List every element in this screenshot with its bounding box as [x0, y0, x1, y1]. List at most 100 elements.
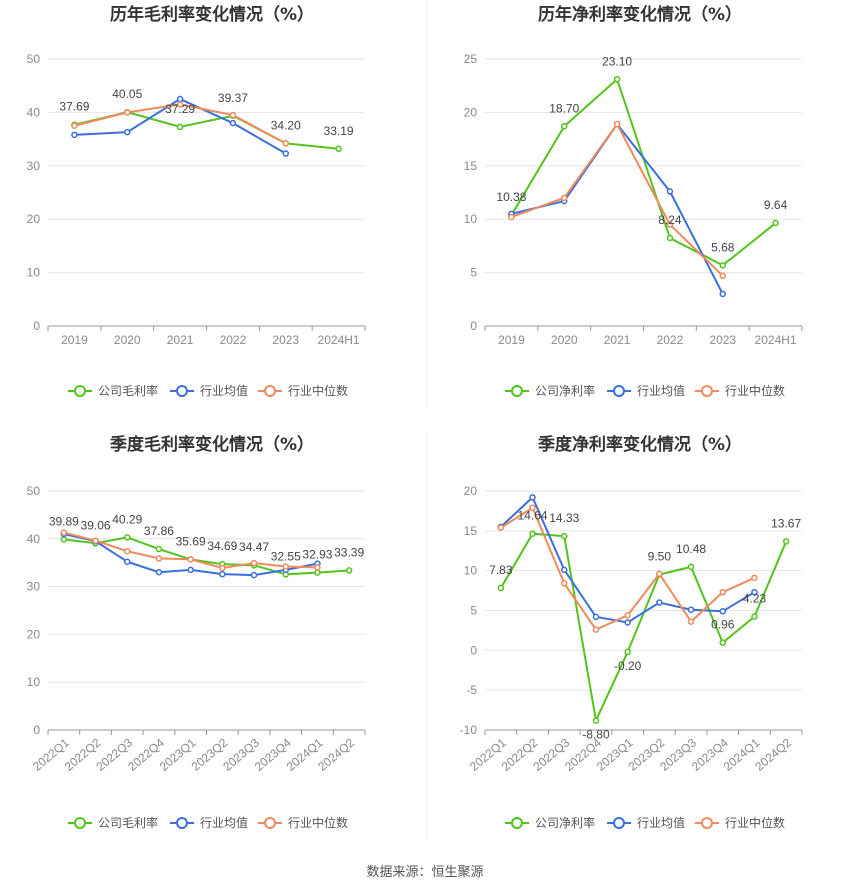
legend-label: 公司毛利率: [98, 383, 158, 398]
data-point: [219, 564, 226, 572]
legend-swatch-icon: [264, 385, 276, 397]
series-line: [511, 122, 724, 277]
y-tick-label: 40: [27, 105, 41, 119]
data-label: 39.89: [49, 514, 79, 528]
data-point: [666, 234, 674, 242]
legend-label: 行业中位数: [725, 815, 785, 830]
data-label: 4.23: [743, 592, 767, 606]
data-point: [613, 120, 621, 128]
chart-panel-3: 季度毛利率变化情况（%）010203040502022Q12022Q22022Q…: [27, 434, 366, 830]
y-tick-label: 5: [470, 266, 477, 280]
data-point: [155, 569, 163, 576]
legend-swatch-icon: [613, 817, 625, 829]
legend-swatch-icon: [74, 817, 86, 829]
data-point: [124, 109, 131, 116]
data-point: [687, 618, 695, 625]
data-label: 8.24: [658, 213, 682, 227]
data-point: [71, 131, 78, 139]
data-point: [613, 76, 621, 83]
legend-item[interactable]: 行业中位数: [695, 815, 785, 830]
data-label: 23.10: [602, 54, 632, 68]
data-point: [592, 717, 600, 724]
y-tick-label: 40: [27, 532, 41, 546]
legend-item[interactable]: 行业均值: [607, 383, 685, 398]
data-point: [666, 221, 674, 228]
y-tick-label: 20: [27, 212, 41, 226]
data-point: [335, 145, 342, 153]
legend-item[interactable]: 公司净利率: [505, 815, 595, 830]
data-point: [592, 613, 600, 621]
data-point: [155, 555, 163, 562]
series-line: [499, 532, 788, 724]
y-tick-label: 20: [27, 627, 41, 641]
data-point: [60, 529, 68, 536]
data-point: [561, 194, 568, 202]
data-point: [782, 538, 790, 545]
y-tick-label: -10: [460, 723, 478, 737]
chart-title: 历年毛利率变化情况（%）: [110, 4, 314, 25]
legend-label: 行业均值: [200, 815, 248, 830]
data-source-label: 数据来源：恒生聚源: [366, 865, 483, 880]
data-point: [60, 536, 68, 543]
data-point: [124, 547, 131, 555]
data-point: [187, 556, 194, 563]
y-tick-label: 50: [27, 484, 41, 498]
legend-label: 行业均值: [200, 383, 248, 398]
y-tick-label: 50: [27, 52, 41, 66]
data-point: [345, 567, 353, 574]
legend-swatch-icon: [701, 817, 713, 829]
data-point: [751, 613, 758, 620]
data-point: [508, 213, 515, 221]
data-point: [176, 123, 184, 131]
x-tick-label: 2024Q2: [315, 735, 357, 773]
chart-title: 历年净利率变化情况（%）: [538, 4, 742, 25]
data-label: 32.93: [302, 548, 332, 562]
data-point: [229, 119, 237, 127]
data-point: [124, 128, 131, 136]
data-point: [529, 494, 536, 501]
data-label: 5.68: [711, 240, 735, 254]
y-tick-label: 0: [470, 319, 477, 333]
legend-item[interactable]: 公司净利率: [505, 383, 595, 398]
data-point: [656, 599, 663, 606]
data-point: [176, 95, 184, 103]
data-point: [751, 588, 758, 596]
data-point: [155, 545, 163, 553]
legend-item[interactable]: 行业中位数: [258, 383, 348, 398]
data-point: [772, 219, 779, 227]
data-point: [719, 262, 726, 269]
data-point: [314, 564, 321, 571]
data-point: [719, 272, 726, 280]
data-label: 0.96: [711, 618, 735, 632]
legend-label: 行业均值: [637, 815, 685, 830]
legend-swatch-icon: [176, 817, 188, 829]
data-label: 39.06: [81, 518, 111, 532]
legend-item[interactable]: 行业中位数: [695, 383, 785, 398]
legend-item[interactable]: 公司毛利率: [68, 815, 158, 830]
legend-item[interactable]: 行业均值: [170, 815, 248, 830]
series-line: [63, 536, 350, 576]
data-point: [719, 608, 726, 615]
legend-item[interactable]: 行业均值: [607, 815, 685, 830]
data-point: [561, 566, 568, 574]
x-tick-label: 2023: [709, 333, 736, 347]
y-tick-label: 20: [464, 105, 478, 119]
x-tick-label: 2020: [551, 333, 578, 347]
data-point: [624, 612, 631, 619]
legend-item[interactable]: 行业均值: [170, 383, 248, 398]
legend-swatch-icon: [511, 385, 523, 397]
legend-item[interactable]: 行业中位数: [258, 815, 348, 830]
data-label: 10.38: [496, 190, 526, 204]
legend-swatch-icon: [264, 817, 276, 829]
data-point: [751, 574, 758, 582]
legend-label: 行业中位数: [725, 383, 785, 398]
y-tick-label: 0: [33, 319, 40, 333]
y-tick-label: 30: [27, 580, 41, 594]
legend-label: 行业中位数: [288, 815, 348, 830]
data-label: 35.69: [176, 534, 206, 548]
data-point: [187, 566, 194, 574]
legend-item[interactable]: 公司毛利率: [68, 383, 158, 398]
x-tick-label: 2021: [604, 333, 631, 347]
legend-swatch-icon: [511, 817, 523, 829]
x-tick-label: 2020: [114, 333, 141, 347]
